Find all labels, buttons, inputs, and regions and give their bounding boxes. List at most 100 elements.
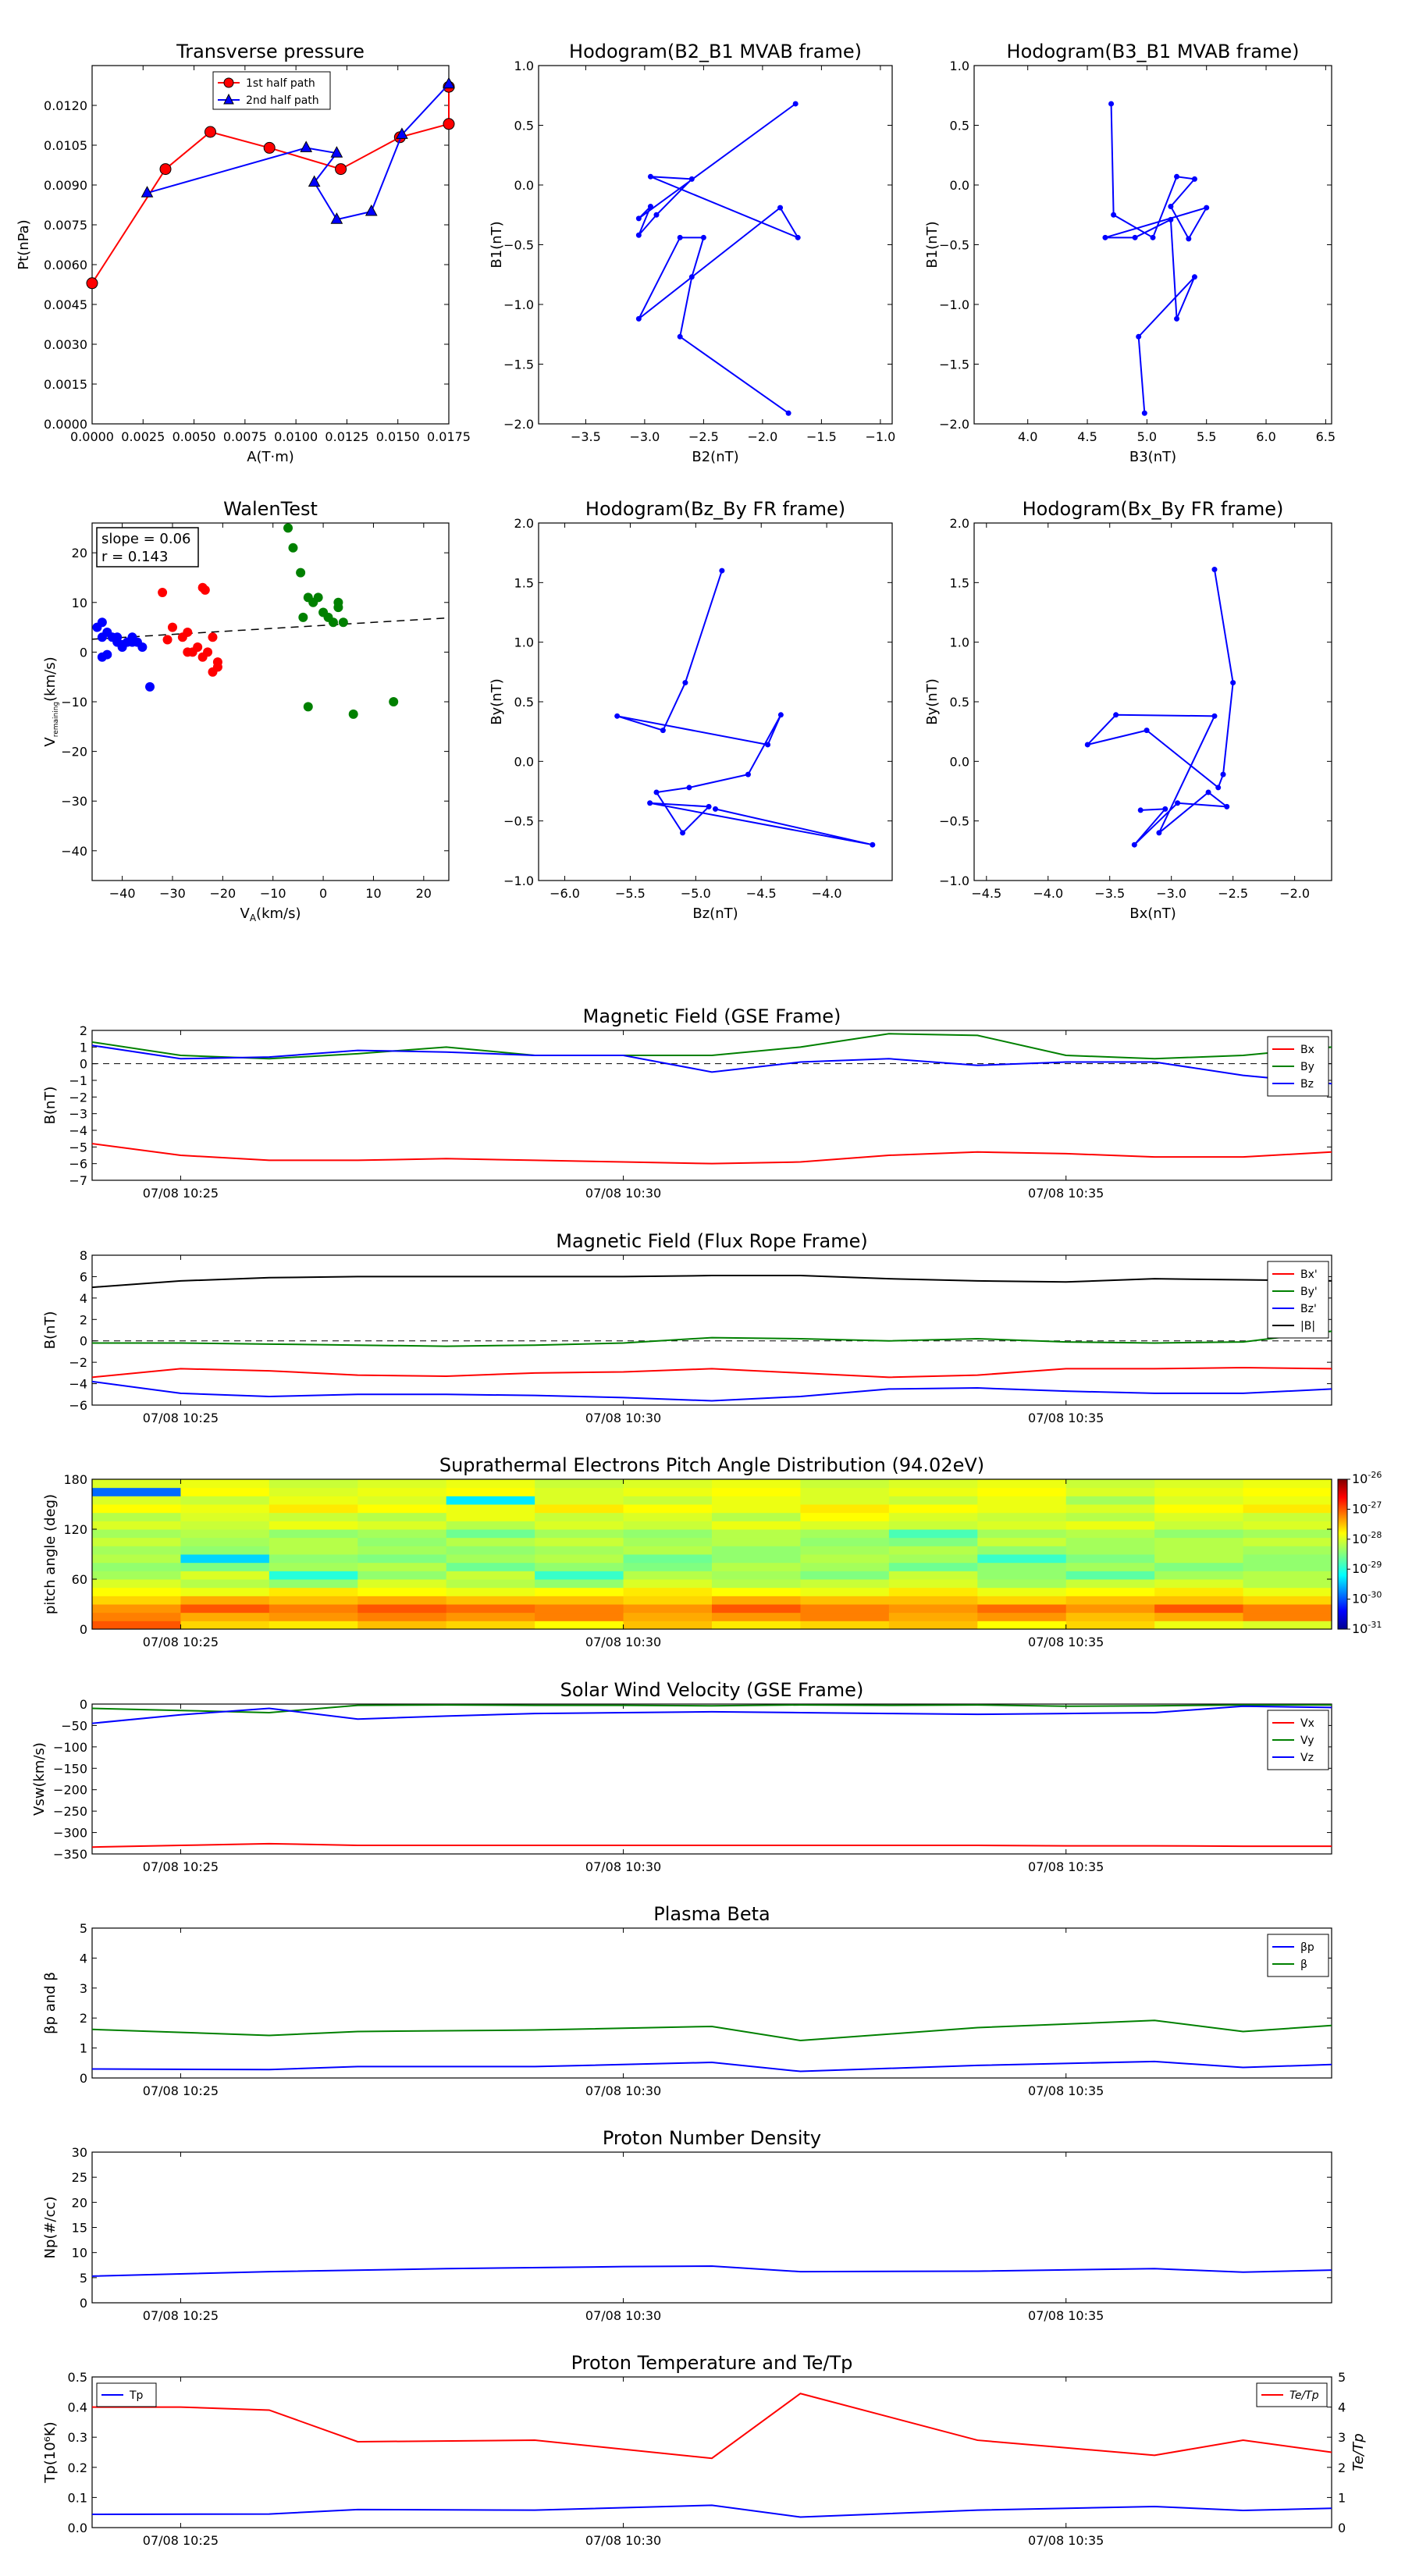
data-point <box>792 101 799 107</box>
y-tick-label: 120 <box>63 1522 87 1537</box>
data-point <box>777 205 784 211</box>
x-tick-label: −3.5 <box>571 429 601 444</box>
y-axis-label: βp and β <box>42 1972 59 2034</box>
heatmap-cell <box>800 1554 890 1564</box>
y-tick-label: 0.5 <box>950 119 969 133</box>
heatmap-cell <box>180 1521 270 1530</box>
heatmap-cell <box>800 1596 890 1605</box>
x-tick-label: 0.0050 <box>173 429 216 444</box>
heatmap-cell <box>712 1604 801 1614</box>
heatmap-cell <box>269 1604 358 1614</box>
scatter-point <box>145 681 155 692</box>
x-tick-label: −2.0 <box>1279 886 1310 901</box>
heatmap-cell <box>269 1546 358 1555</box>
heatmap-cell <box>712 1621 801 1630</box>
heatmap-cell <box>535 1546 624 1555</box>
heatmap-cell <box>800 1529 890 1539</box>
y-tick-label: 5 <box>80 1921 87 1936</box>
scatter-point <box>303 702 313 712</box>
heatmap-cell <box>1065 1621 1155 1630</box>
heatmap-cell <box>92 1604 181 1614</box>
y-tick-label: 1 <box>80 2041 87 2056</box>
data-point <box>1156 830 1162 836</box>
data-point <box>777 712 784 718</box>
data-point <box>1141 410 1147 416</box>
x-tick-label: 07/08 10:35 <box>1028 2533 1104 2548</box>
series-line-Bz' <box>91 1380 1332 1402</box>
y-tick-label: −0.5 <box>503 814 534 829</box>
y-right-tick-label: 5 <box>1338 2370 1346 2385</box>
heatmap-cell <box>1243 1546 1332 1555</box>
x-tick-label: −3.0 <box>1156 886 1186 901</box>
legend-label: |B| <box>1300 1320 1315 1332</box>
data-point <box>635 315 642 322</box>
heatmap-cell <box>92 1587 181 1596</box>
y-tick-label: 8 <box>80 1248 87 1263</box>
scatter-point <box>183 647 193 657</box>
x-tick-label: −10 <box>260 886 286 901</box>
heatmap-cell <box>446 1496 535 1505</box>
x-tick-label: 4.0 <box>1018 429 1037 444</box>
y-tick-label: −2.0 <box>939 417 969 432</box>
y-tick-label: 2 <box>80 1023 87 1038</box>
y-tick-label: 10 <box>72 596 87 610</box>
heatmap-cell <box>535 1612 624 1621</box>
annotation-r: r = 0.143 <box>101 549 168 565</box>
x-tick-label: 0.0150 <box>376 429 420 444</box>
heatmap-cell <box>623 1612 713 1621</box>
data-point <box>1186 236 1192 242</box>
legend-box <box>1267 1261 1329 1339</box>
heatmap-cell <box>92 1554 181 1564</box>
series-line-Bx' <box>91 1366 1332 1379</box>
heatmap-cell <box>800 1521 890 1530</box>
y-tick-label: 180 <box>63 1472 87 1487</box>
data-point <box>1108 101 1115 107</box>
y-tick-label: 0 <box>80 645 87 660</box>
data-point <box>1191 274 1197 280</box>
x-tick-label: 07/08 10:25 <box>143 2533 219 2548</box>
heatmap-cell <box>1065 1537 1155 1546</box>
scatter-point <box>97 617 107 628</box>
heatmap-cell <box>1243 1621 1332 1630</box>
heatmap-cell <box>800 1496 890 1505</box>
heatmap-cell <box>269 1521 358 1530</box>
x-axis-label: A(T·m) <box>247 449 294 465</box>
data-point <box>653 212 660 218</box>
y-tick-label: −6 <box>69 1398 87 1413</box>
series-line-Vx <box>91 1842 1332 1848</box>
data-point <box>300 141 313 152</box>
plot-frame <box>973 65 1332 425</box>
legend-marker <box>223 77 234 88</box>
scatter-point <box>158 588 168 598</box>
data-point <box>795 234 801 240</box>
data-point <box>1174 315 1180 322</box>
y-right-tick-label: 4 <box>1338 2400 1346 2415</box>
y-tick-label: −4 <box>69 1123 87 1138</box>
data-point <box>330 212 343 224</box>
heatmap-cell <box>535 1487 624 1496</box>
plot-frame <box>91 1478 1332 1630</box>
heatmap-cell <box>535 1529 624 1539</box>
scatter-point <box>193 642 203 653</box>
heatmap-cell <box>712 1512 801 1521</box>
y-tick-label: 0.0 <box>68 2521 87 2535</box>
x-tick-label: 20 <box>416 886 432 901</box>
y-axis-label: By(nT) <box>924 678 941 724</box>
data-point <box>140 186 154 197</box>
x-tick-label: −5.0 <box>681 886 711 901</box>
y-tick-label: −7 <box>69 1173 87 1188</box>
series-line-blue <box>1104 103 1208 414</box>
data-point <box>682 680 688 686</box>
y-tick-label: −5 <box>69 1140 87 1155</box>
heatmap-cell <box>712 1554 801 1564</box>
heatmap-cell <box>446 1562 535 1571</box>
heatmap-cell <box>1154 1546 1244 1555</box>
series-line-Tp <box>91 2504 1332 2518</box>
heatmap-cell <box>1243 1596 1332 1605</box>
heatmap-cell <box>800 1621 890 1630</box>
panel-pad: Suprathermal Electrons Pitch Angle Distr… <box>42 1454 1382 1649</box>
heatmap-cell <box>535 1512 624 1521</box>
panel-h2: Hodogram(B3_B1 MVAB frame) −2.0 −1.5 −1.0 −0… <box>924 41 1336 465</box>
x-axis-label: Bx(nT) <box>1129 906 1176 922</box>
heatmap-cell <box>180 1571 270 1580</box>
